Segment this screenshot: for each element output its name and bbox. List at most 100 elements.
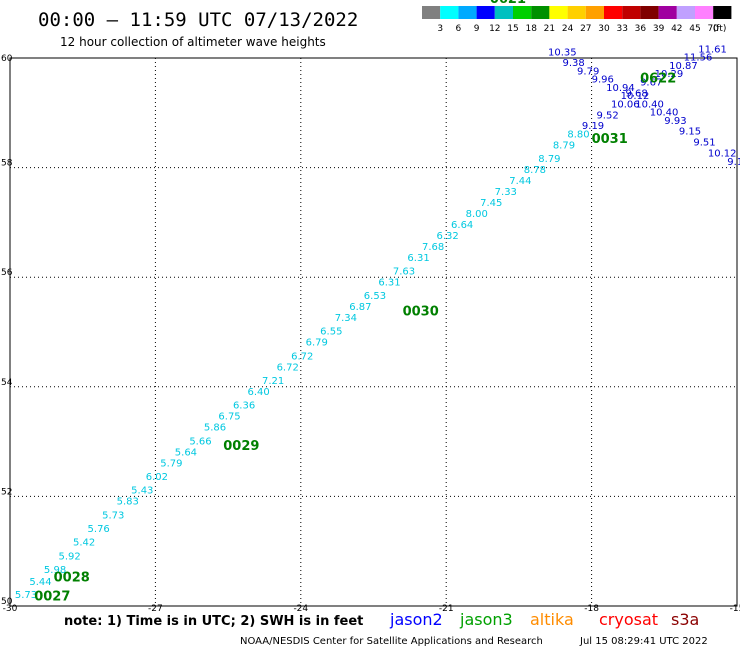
- wave-height-label: 10.29: [655, 69, 684, 80]
- data-marks: 5.73 5.445.98 5.92 5.42 5.76 5.73 5.835.43 6.02…: [15, 0, 740, 605]
- x-tick-label: -15: [730, 604, 740, 614]
- wave-height-label: 10.94: [606, 83, 635, 94]
- footer-timestamp: Jul 15 08:29:41 UTC 2022: [579, 636, 708, 647]
- wave-height-label: 7.33: [495, 187, 517, 198]
- colorbar-swatch: [476, 6, 495, 19]
- colorbar-swatch: [458, 6, 477, 19]
- wave-height-label: 5.66: [189, 436, 211, 447]
- wave-height-label: 9.51: [693, 138, 715, 149]
- wave-height-label: 9.52: [596, 110, 618, 121]
- chart-subtitle: 12 hour collection of altimeter wave hei…: [60, 35, 326, 49]
- x-tick-label: -18: [584, 604, 599, 614]
- colorbar-swatch: [513, 6, 532, 19]
- wave-height-label: 10.12: [708, 149, 737, 160]
- pass-time-label: 0030: [403, 305, 439, 320]
- wave-height-label: 6.55: [320, 327, 342, 338]
- wave-height-label: 7.45: [480, 198, 502, 209]
- wave-height-label: 8.79: [538, 154, 560, 165]
- wave-height-label: 5.92: [58, 551, 80, 562]
- wave-height-label: 9.38: [563, 58, 585, 69]
- wave-height-label: 9.19: [582, 121, 604, 132]
- colorbar-swatch: [713, 6, 732, 19]
- colorbar-label: 33: [616, 24, 627, 34]
- colorbar-swatch: [567, 6, 586, 19]
- wave-height-label: 6.53: [364, 291, 386, 302]
- legend-s3a: s3a: [671, 610, 699, 629]
- wave-height-label: 5.79: [160, 458, 182, 469]
- colorbar-label: 6: [456, 24, 462, 34]
- y-tick-label: 52: [1, 487, 12, 497]
- wave-height-label: 6.64: [451, 220, 473, 231]
- wave-height-label: 7.44: [509, 176, 531, 187]
- axis-ticks: -30 -27 -24 -21 -18 -15 50 52 54 56 58 60: [1, 54, 740, 614]
- colorbar-swatch: [695, 6, 714, 19]
- colorbar-label: 3: [437, 24, 443, 34]
- wave-height-label: 5.83: [117, 497, 139, 508]
- colorbar-swatch: [585, 6, 604, 19]
- wave-height-label: 7.68: [422, 242, 444, 253]
- wave-height-label: 5.43: [131, 486, 153, 497]
- wave-height-label: 6.31: [407, 253, 429, 264]
- wave-height-label: 11.61: [698, 45, 727, 56]
- colorbar-label: 18: [525, 24, 537, 34]
- legend-altika: altika: [530, 610, 574, 629]
- grid: [10, 58, 737, 606]
- x-tick-label: -21: [439, 604, 454, 614]
- y-tick-label: 54: [1, 378, 13, 388]
- wave-height-label: 5.86: [204, 423, 226, 434]
- colorbar-label: 24: [562, 24, 574, 34]
- legend-cryosat: cryosat: [599, 610, 658, 629]
- wave-height-label: 7.21: [262, 376, 284, 387]
- wave-height-label: 5.98: [44, 565, 66, 576]
- wave-height-label: 6.87: [349, 302, 371, 313]
- colorbar-label: 27: [580, 24, 591, 34]
- colorbar-label: 39: [653, 24, 665, 34]
- colorbar-label: 12: [489, 24, 500, 34]
- y-tick-label: 58: [1, 159, 13, 169]
- wave-height-label: 10.40: [650, 108, 679, 119]
- wave-height-label: 7.63: [393, 266, 415, 277]
- wave-height-label: 10.87: [669, 61, 698, 72]
- wave-height-label: 6.72: [291, 351, 313, 362]
- colorbar: 3 6 9 12 15 18 21 24 27 30 33 36 39 42 45 70(ft): [422, 6, 732, 34]
- y-tick-label: 60: [1, 54, 13, 64]
- pass-time-label: 0027: [34, 590, 70, 605]
- colorbar-swatch: [494, 6, 513, 19]
- wave-height-label: 11.56: [684, 53, 713, 64]
- wave-height-label: 5.64: [175, 447, 197, 458]
- colorbar-swatch: [604, 6, 623, 19]
- y-tick-label: 56: [1, 268, 13, 278]
- wave-height-label: 9.96: [592, 75, 614, 86]
- wave-height-label: 5.73: [15, 590, 37, 601]
- pass-time-label: 0621: [490, 0, 526, 7]
- colorbar-swatch: [549, 6, 568, 19]
- x-tick-label: -27: [148, 604, 163, 614]
- x-tick-label: -30: [3, 604, 18, 614]
- y-tick-label: 50: [1, 597, 13, 607]
- wave-height-label: 9.1: [727, 157, 740, 168]
- wave-height-label: 6.40: [247, 387, 269, 398]
- wave-height-label: 6.79: [306, 338, 328, 349]
- wave-height-label: 9.15: [679, 127, 701, 138]
- wave-height-label: 7.34: [335, 313, 357, 324]
- wave-height-label: 10.40: [635, 99, 664, 110]
- colorbar-swatch: [531, 6, 550, 19]
- wave-height-label: 10.12: [621, 91, 650, 102]
- wave-height-label: 6.32: [437, 231, 459, 242]
- wave-height-label: 8.78: [524, 165, 546, 176]
- colorbar-label: 9: [474, 24, 480, 34]
- wave-height-label: 9.67: [640, 77, 662, 88]
- wave-height-label: 6.02: [146, 472, 168, 483]
- pass-time-label: 0029: [223, 439, 259, 454]
- note-text: note: 1) Time is in UTC; 2) SWH is in fe…: [64, 614, 363, 629]
- pass-time-label: 0028: [54, 570, 90, 585]
- pass-time-label: 0031: [592, 132, 628, 147]
- wave-height-label: 9.79: [577, 66, 599, 77]
- wave-height-label: 5.44: [29, 577, 51, 588]
- colorbar-swatch: [422, 6, 441, 19]
- colorbar-label: (ft): [713, 24, 727, 34]
- colorbar-swatch: [658, 6, 677, 19]
- colorbar-swatch: [440, 6, 459, 19]
- colorbar-label: 30: [598, 24, 610, 34]
